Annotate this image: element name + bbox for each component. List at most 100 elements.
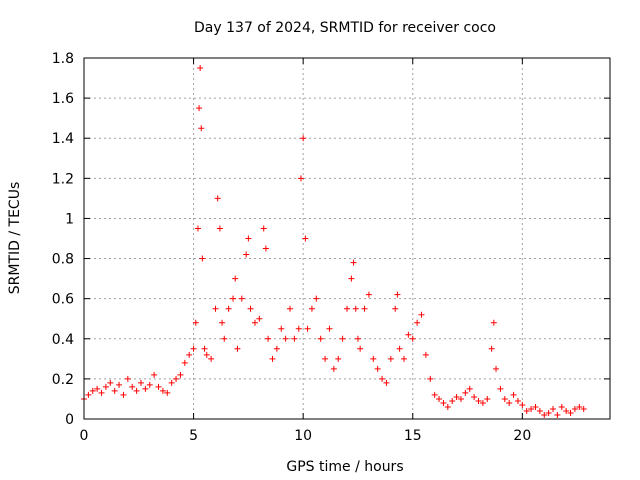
data-point xyxy=(232,275,239,282)
data-point xyxy=(350,259,357,266)
data-point xyxy=(212,305,219,312)
data-point xyxy=(196,105,203,112)
data-point xyxy=(308,305,315,312)
data-point xyxy=(208,355,215,362)
data-point xyxy=(201,345,208,352)
data-point xyxy=(514,397,521,404)
data-point xyxy=(374,365,381,372)
data-point xyxy=(124,375,131,382)
data-point xyxy=(471,393,478,400)
data-point xyxy=(155,383,162,390)
data-point xyxy=(146,381,153,388)
data-point xyxy=(98,389,105,396)
data-point xyxy=(488,345,495,352)
data-point xyxy=(400,355,407,362)
data-point xyxy=(159,387,166,394)
data-point xyxy=(102,383,109,390)
y-tick-label: 1 xyxy=(65,211,74,227)
data-point xyxy=(297,175,304,182)
data-point xyxy=(317,335,324,342)
data-point xyxy=(190,345,197,352)
x-tick-label: 20 xyxy=(513,428,531,444)
data-point xyxy=(302,235,309,242)
data-point xyxy=(219,319,226,326)
axis-ticks xyxy=(83,57,610,420)
tick-labels: 0 5 10 15 20 0 0.2 0.4 0.6 0.8 1 1.2 1.4 1.6 1.8 xyxy=(52,51,532,444)
data-point xyxy=(422,351,429,358)
data-point xyxy=(214,195,221,202)
x-tick-label: 10 xyxy=(294,428,312,444)
data-point xyxy=(506,399,513,406)
data-point xyxy=(571,405,578,412)
data-point xyxy=(431,391,438,398)
y-tick-label: 0.2 xyxy=(52,372,74,388)
data-point xyxy=(440,399,447,406)
data-point xyxy=(357,345,364,352)
data-point xyxy=(550,405,557,412)
data-point xyxy=(194,225,201,232)
y-tick-label: 0.6 xyxy=(52,292,74,308)
data-point xyxy=(251,319,258,326)
data-point xyxy=(528,405,535,412)
y-tick-label: 1.4 xyxy=(52,131,74,147)
data-point xyxy=(335,355,342,362)
data-point xyxy=(383,379,390,386)
data-point xyxy=(493,365,500,372)
data-point xyxy=(444,403,451,410)
data-point xyxy=(330,365,337,372)
data-point xyxy=(462,389,469,396)
data-point xyxy=(238,295,245,302)
y-tick-label: 0.8 xyxy=(52,252,74,268)
data-point xyxy=(225,305,232,312)
data-point xyxy=(262,245,269,252)
x-tick-label: 0 xyxy=(80,428,89,444)
data-point xyxy=(111,387,118,394)
data-point xyxy=(256,315,263,322)
data-point xyxy=(291,335,298,342)
data-point xyxy=(348,275,355,282)
data-point xyxy=(287,305,294,312)
data-point xyxy=(352,305,359,312)
x-axis-label: GPS time / hours xyxy=(286,459,403,475)
data-point xyxy=(85,391,92,398)
data-point xyxy=(273,345,280,352)
data-point xyxy=(173,375,180,382)
data-point xyxy=(523,407,530,414)
data-point xyxy=(436,395,443,402)
data-point xyxy=(427,375,434,382)
data-point xyxy=(414,319,421,326)
data-point xyxy=(484,395,491,402)
data-point xyxy=(466,385,473,392)
data-point xyxy=(409,335,416,342)
y-axis-label: SRMTID / TECUs xyxy=(7,182,23,295)
x-tick-label: 15 xyxy=(404,428,422,444)
data-point xyxy=(326,325,333,332)
data-point xyxy=(490,319,497,326)
data-point xyxy=(230,295,237,302)
data-point xyxy=(541,411,548,418)
data-point xyxy=(221,335,228,342)
data-points xyxy=(81,65,587,418)
data-point xyxy=(269,355,276,362)
data-point xyxy=(545,409,552,416)
data-point xyxy=(396,345,403,352)
data-point xyxy=(339,335,346,342)
data-point xyxy=(164,389,171,396)
data-point xyxy=(379,375,386,382)
y-tick-label: 0.4 xyxy=(52,332,74,348)
data-point xyxy=(216,225,223,232)
data-point xyxy=(457,395,464,402)
data-point xyxy=(243,251,250,258)
y-tick-label: 1.2 xyxy=(52,171,74,187)
data-point xyxy=(497,385,504,392)
data-point xyxy=(120,391,127,398)
y-tick-label: 1.8 xyxy=(52,51,74,67)
data-point xyxy=(295,325,302,332)
y-tick-label: 1.6 xyxy=(52,91,74,107)
data-point xyxy=(282,335,289,342)
plot-frame xyxy=(83,57,611,420)
x-tick-label: 5 xyxy=(189,428,198,444)
data-point xyxy=(245,235,252,242)
data-point xyxy=(475,397,482,404)
